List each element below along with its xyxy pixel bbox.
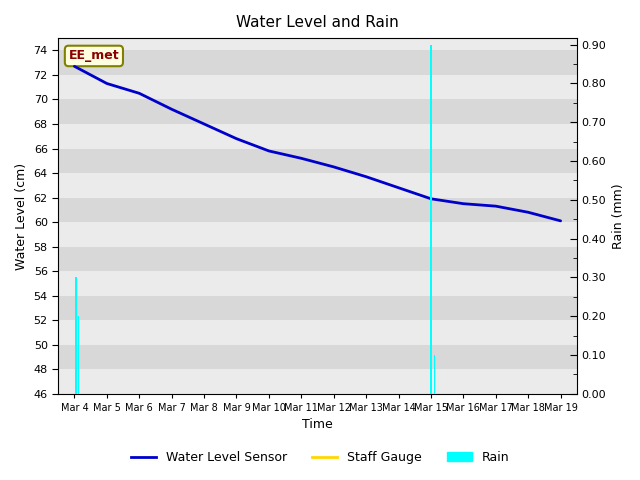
Bar <box>58 173 577 198</box>
Bar <box>58 222 577 247</box>
Bar <box>58 148 577 173</box>
Bar <box>58 320 577 345</box>
Bar <box>58 50 577 75</box>
Title: Water Level and Rain: Water Level and Rain <box>236 15 399 30</box>
Y-axis label: Water Level (cm): Water Level (cm) <box>15 162 28 270</box>
Bar <box>58 369 577 394</box>
Bar <box>77 316 79 394</box>
Legend: Water Level Sensor, Staff Gauge, Rain: Water Level Sensor, Staff Gauge, Rain <box>125 446 515 469</box>
Bar <box>58 247 577 271</box>
Y-axis label: Rain (mm): Rain (mm) <box>612 183 625 249</box>
Bar <box>430 45 431 394</box>
Bar <box>58 345 577 369</box>
Bar <box>58 124 577 148</box>
Bar <box>58 99 577 124</box>
Bar <box>433 355 435 394</box>
Bar <box>58 75 577 99</box>
Bar <box>76 277 77 394</box>
Bar <box>58 296 577 320</box>
X-axis label: Time: Time <box>302 419 333 432</box>
Bar <box>58 198 577 222</box>
Text: EE_met: EE_met <box>68 49 119 62</box>
Bar <box>58 271 577 296</box>
